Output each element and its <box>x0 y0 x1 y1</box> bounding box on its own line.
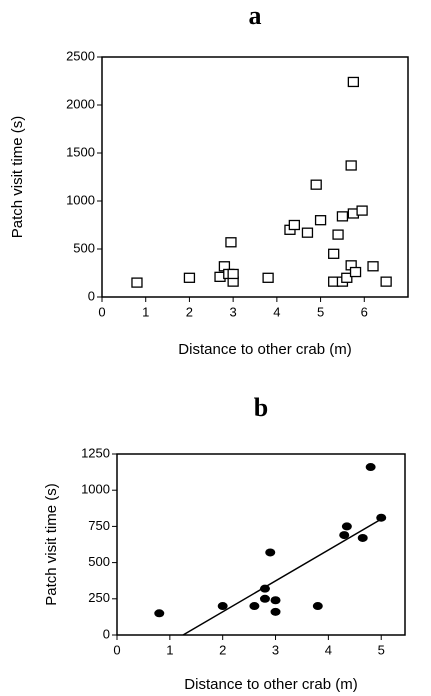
point <box>217 602 228 611</box>
point <box>341 522 352 531</box>
point <box>332 229 344 240</box>
point <box>365 463 376 472</box>
point <box>183 272 196 283</box>
point <box>339 531 350 540</box>
x-tick-label: 3 <box>230 304 237 319</box>
point <box>357 533 368 542</box>
point <box>314 215 327 226</box>
point <box>154 609 165 618</box>
point <box>376 513 387 522</box>
fit-line <box>182 518 382 636</box>
point <box>341 272 353 283</box>
point <box>310 179 322 190</box>
x-tick-label: 4 <box>325 642 332 657</box>
point <box>328 248 340 259</box>
y-tick-label: 250 <box>88 590 110 605</box>
point <box>265 548 276 557</box>
point <box>288 219 300 231</box>
y-tick-label: 1000 <box>81 482 110 497</box>
point <box>227 268 239 280</box>
y-tick-label: 0 <box>88 288 95 303</box>
x-tick-label: 2 <box>186 304 193 319</box>
y-tick-label: 1000 <box>66 192 95 207</box>
point <box>131 277 143 288</box>
x-tick-label: 1 <box>166 642 173 657</box>
point <box>249 602 260 611</box>
point <box>367 261 379 272</box>
x-tick-label: 0 <box>98 304 105 319</box>
point <box>262 272 274 283</box>
x-tick-label: 1 <box>142 304 149 319</box>
point <box>349 266 362 278</box>
point <box>270 607 281 616</box>
point <box>356 205 368 216</box>
plot-frame <box>116 453 406 636</box>
plot-frame <box>101 56 409 298</box>
y-tick-label: 2000 <box>66 96 95 111</box>
y-tick-label: 500 <box>88 554 110 569</box>
x-tick-label: 4 <box>273 304 280 319</box>
y-tick-label: 1500 <box>66 144 95 159</box>
chart-title: b <box>254 393 268 422</box>
chart-title: a <box>249 1 262 30</box>
point <box>270 596 281 605</box>
y-tick-label: 1250 <box>81 445 110 460</box>
y-axis-label: Patch visit time (s) <box>43 483 60 606</box>
y-axis-label: Patch visit time (s) <box>9 116 26 239</box>
point <box>347 76 360 88</box>
x-tick-label: 6 <box>361 304 368 319</box>
x-axis-label: Distance to other crab (m) <box>184 676 357 693</box>
point <box>380 276 392 287</box>
point <box>301 227 314 238</box>
x-tick-label: 3 <box>272 642 279 657</box>
y-tick-label: 750 <box>88 518 110 533</box>
point <box>312 602 323 611</box>
point <box>259 584 270 593</box>
x-tick-label: 5 <box>317 304 324 319</box>
point <box>225 237 237 248</box>
point <box>345 160 357 171</box>
point <box>259 594 270 603</box>
y-tick-label: 0 <box>103 626 110 641</box>
y-tick-label: 2500 <box>66 48 95 63</box>
point <box>336 211 349 222</box>
x-tick-label: 5 <box>378 642 385 657</box>
x-axis-label: Distance to other crab (m) <box>178 341 351 358</box>
y-tick-label: 500 <box>73 240 95 255</box>
x-tick-label: 0 <box>113 642 120 657</box>
x-tick-label: 2 <box>219 642 226 657</box>
